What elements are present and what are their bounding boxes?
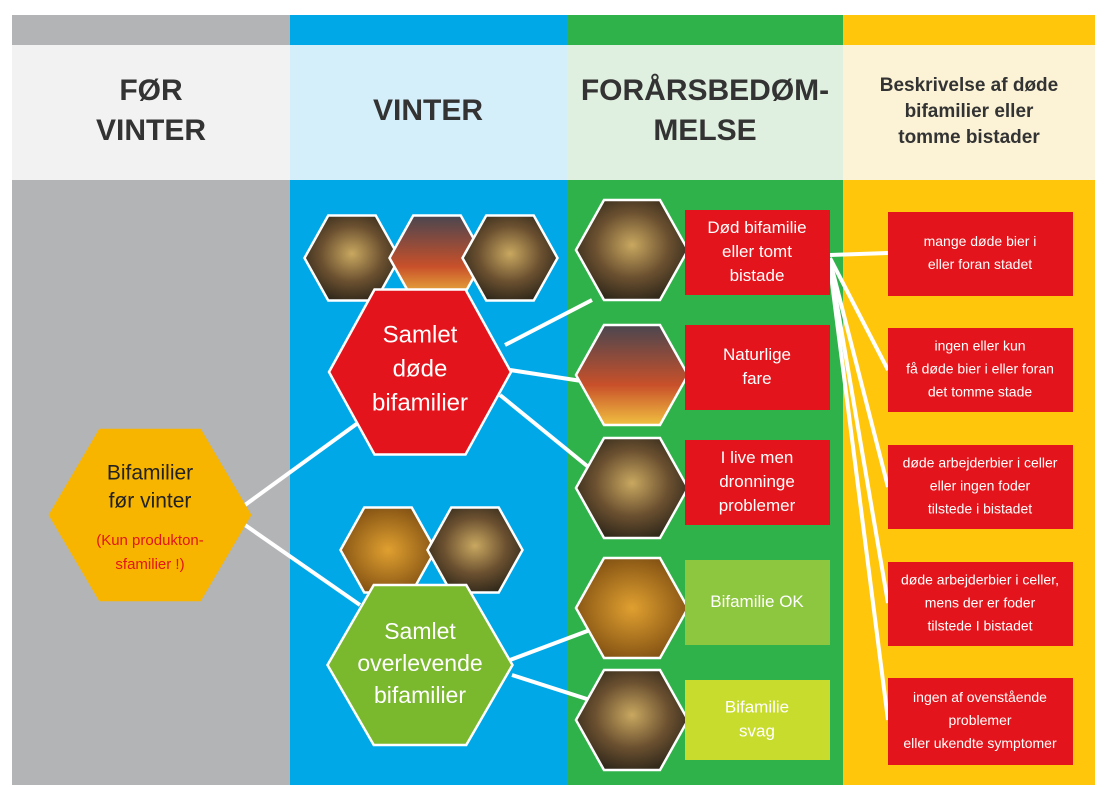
column-title: tomme bistader [898, 127, 1040, 148]
description-label: døde arbejderbier i celler [903, 455, 1058, 471]
column-title: MELSE [653, 114, 756, 147]
description-label: eller ukendte symptomer [903, 735, 1057, 751]
outcome-label: dronninge [719, 472, 795, 491]
column-title: bifamilier eller [905, 101, 1034, 122]
outcome-label: Død bifamilie [707, 218, 806, 237]
description-box [888, 212, 1073, 296]
outcome-box [685, 680, 830, 760]
description-label: det tomme stade [928, 384, 1032, 400]
description-label: eller ingen foder [930, 478, 1031, 494]
outcome-label: bistade [730, 266, 785, 285]
outcome-label: Bifamilie OK [710, 592, 804, 611]
description-label: ingen eller kun [934, 338, 1025, 354]
description-label: ingen af ovenstående [913, 689, 1047, 705]
outcome-label: fare [742, 369, 771, 388]
outcome-box [685, 325, 830, 410]
outcome-label: svag [739, 721, 775, 740]
description-label: eller foran stadet [928, 256, 1032, 272]
start-note: (Kun produkton- [96, 532, 204, 549]
outcome-label: I live men [721, 448, 794, 467]
description-label: tilstede i bistadet [928, 501, 1032, 517]
column-title: FØR [119, 74, 183, 107]
dead-label: døde [393, 355, 448, 382]
description-label: problemer [948, 712, 1011, 728]
column-title: Beskrivelse af døde [880, 75, 1058, 96]
outcome-label: Bifamilie [725, 697, 789, 716]
outcome-label: problemer [719, 496, 796, 515]
diagram: FØR VINTER VINTER FORÅRSBEDØM- MELSE Beskrive… [0, 0, 1105, 787]
start-label: Bifamilier [107, 462, 193, 485]
start-label: før vinter [109, 490, 192, 513]
description-label: få døde bier i eller foran [906, 361, 1054, 377]
header-bg [567, 45, 843, 180]
column-title: VINTER [96, 114, 206, 147]
dead-label: Samlet [383, 321, 458, 348]
header-bg [12, 45, 290, 180]
outcome-label: eller tomt [722, 242, 792, 261]
description-label: tilstede I bistadet [927, 618, 1032, 634]
column-title: VINTER [373, 94, 483, 127]
description-label: mange døde bier i [924, 233, 1037, 249]
outcome-label: Naturlige [723, 345, 791, 364]
survived-label: bifamilier [374, 682, 466, 708]
description-label: mens der er foder [925, 595, 1036, 611]
survived-label: Samlet [384, 618, 456, 644]
start-note: sfamilier !) [115, 556, 184, 573]
dead-label: bifamilier [372, 389, 468, 416]
description-label: døde arbejderbier i celler, [901, 572, 1059, 588]
survived-label: overlevende [357, 650, 482, 676]
column-title: FORÅRSBEDØM- [581, 74, 829, 107]
